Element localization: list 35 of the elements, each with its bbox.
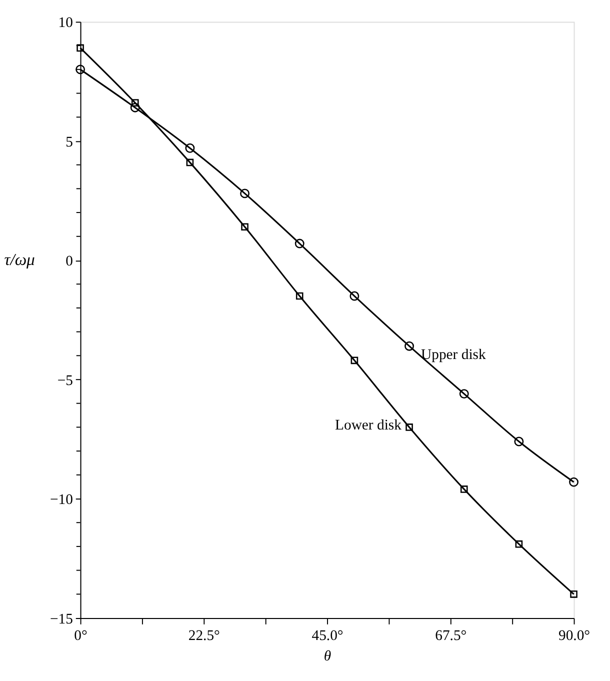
y-tick-label: 5 <box>66 134 73 150</box>
point <box>76 64 86 74</box>
series-label: Upper disk <box>421 346 486 363</box>
series-label: Lower disk <box>335 417 402 434</box>
point <box>569 477 579 487</box>
point <box>186 158 194 166</box>
point <box>459 389 469 399</box>
point <box>570 590 578 598</box>
point <box>406 424 413 431</box>
point <box>514 436 524 446</box>
x-tick-label: 0° <box>74 628 88 644</box>
y-tick-label: −5 <box>57 372 73 389</box>
point <box>350 291 360 301</box>
x-tick-label: 90.0° <box>558 628 590 644</box>
point <box>460 486 468 493</box>
point <box>350 356 358 364</box>
point <box>404 341 414 351</box>
y-tick-label: 10 <box>58 15 73 32</box>
point <box>294 238 304 248</box>
y-tick-label: −15 <box>50 611 73 628</box>
y-axis-title: τ/ωμ <box>4 250 35 270</box>
point <box>185 143 195 153</box>
y-tick-label: −10 <box>50 492 73 508</box>
point <box>130 102 140 112</box>
point <box>76 44 84 52</box>
y-tick-label: 0 <box>66 254 73 270</box>
point <box>240 188 250 198</box>
point <box>241 223 248 230</box>
x-tick-label: 45.0° <box>312 628 344 644</box>
point <box>515 540 523 548</box>
x-tick-label: 22.5° <box>188 628 220 644</box>
x-tick-label: 67.5° <box>435 628 467 644</box>
x-axis-title: θ <box>324 648 332 665</box>
point <box>131 99 139 106</box>
point <box>296 292 304 300</box>
